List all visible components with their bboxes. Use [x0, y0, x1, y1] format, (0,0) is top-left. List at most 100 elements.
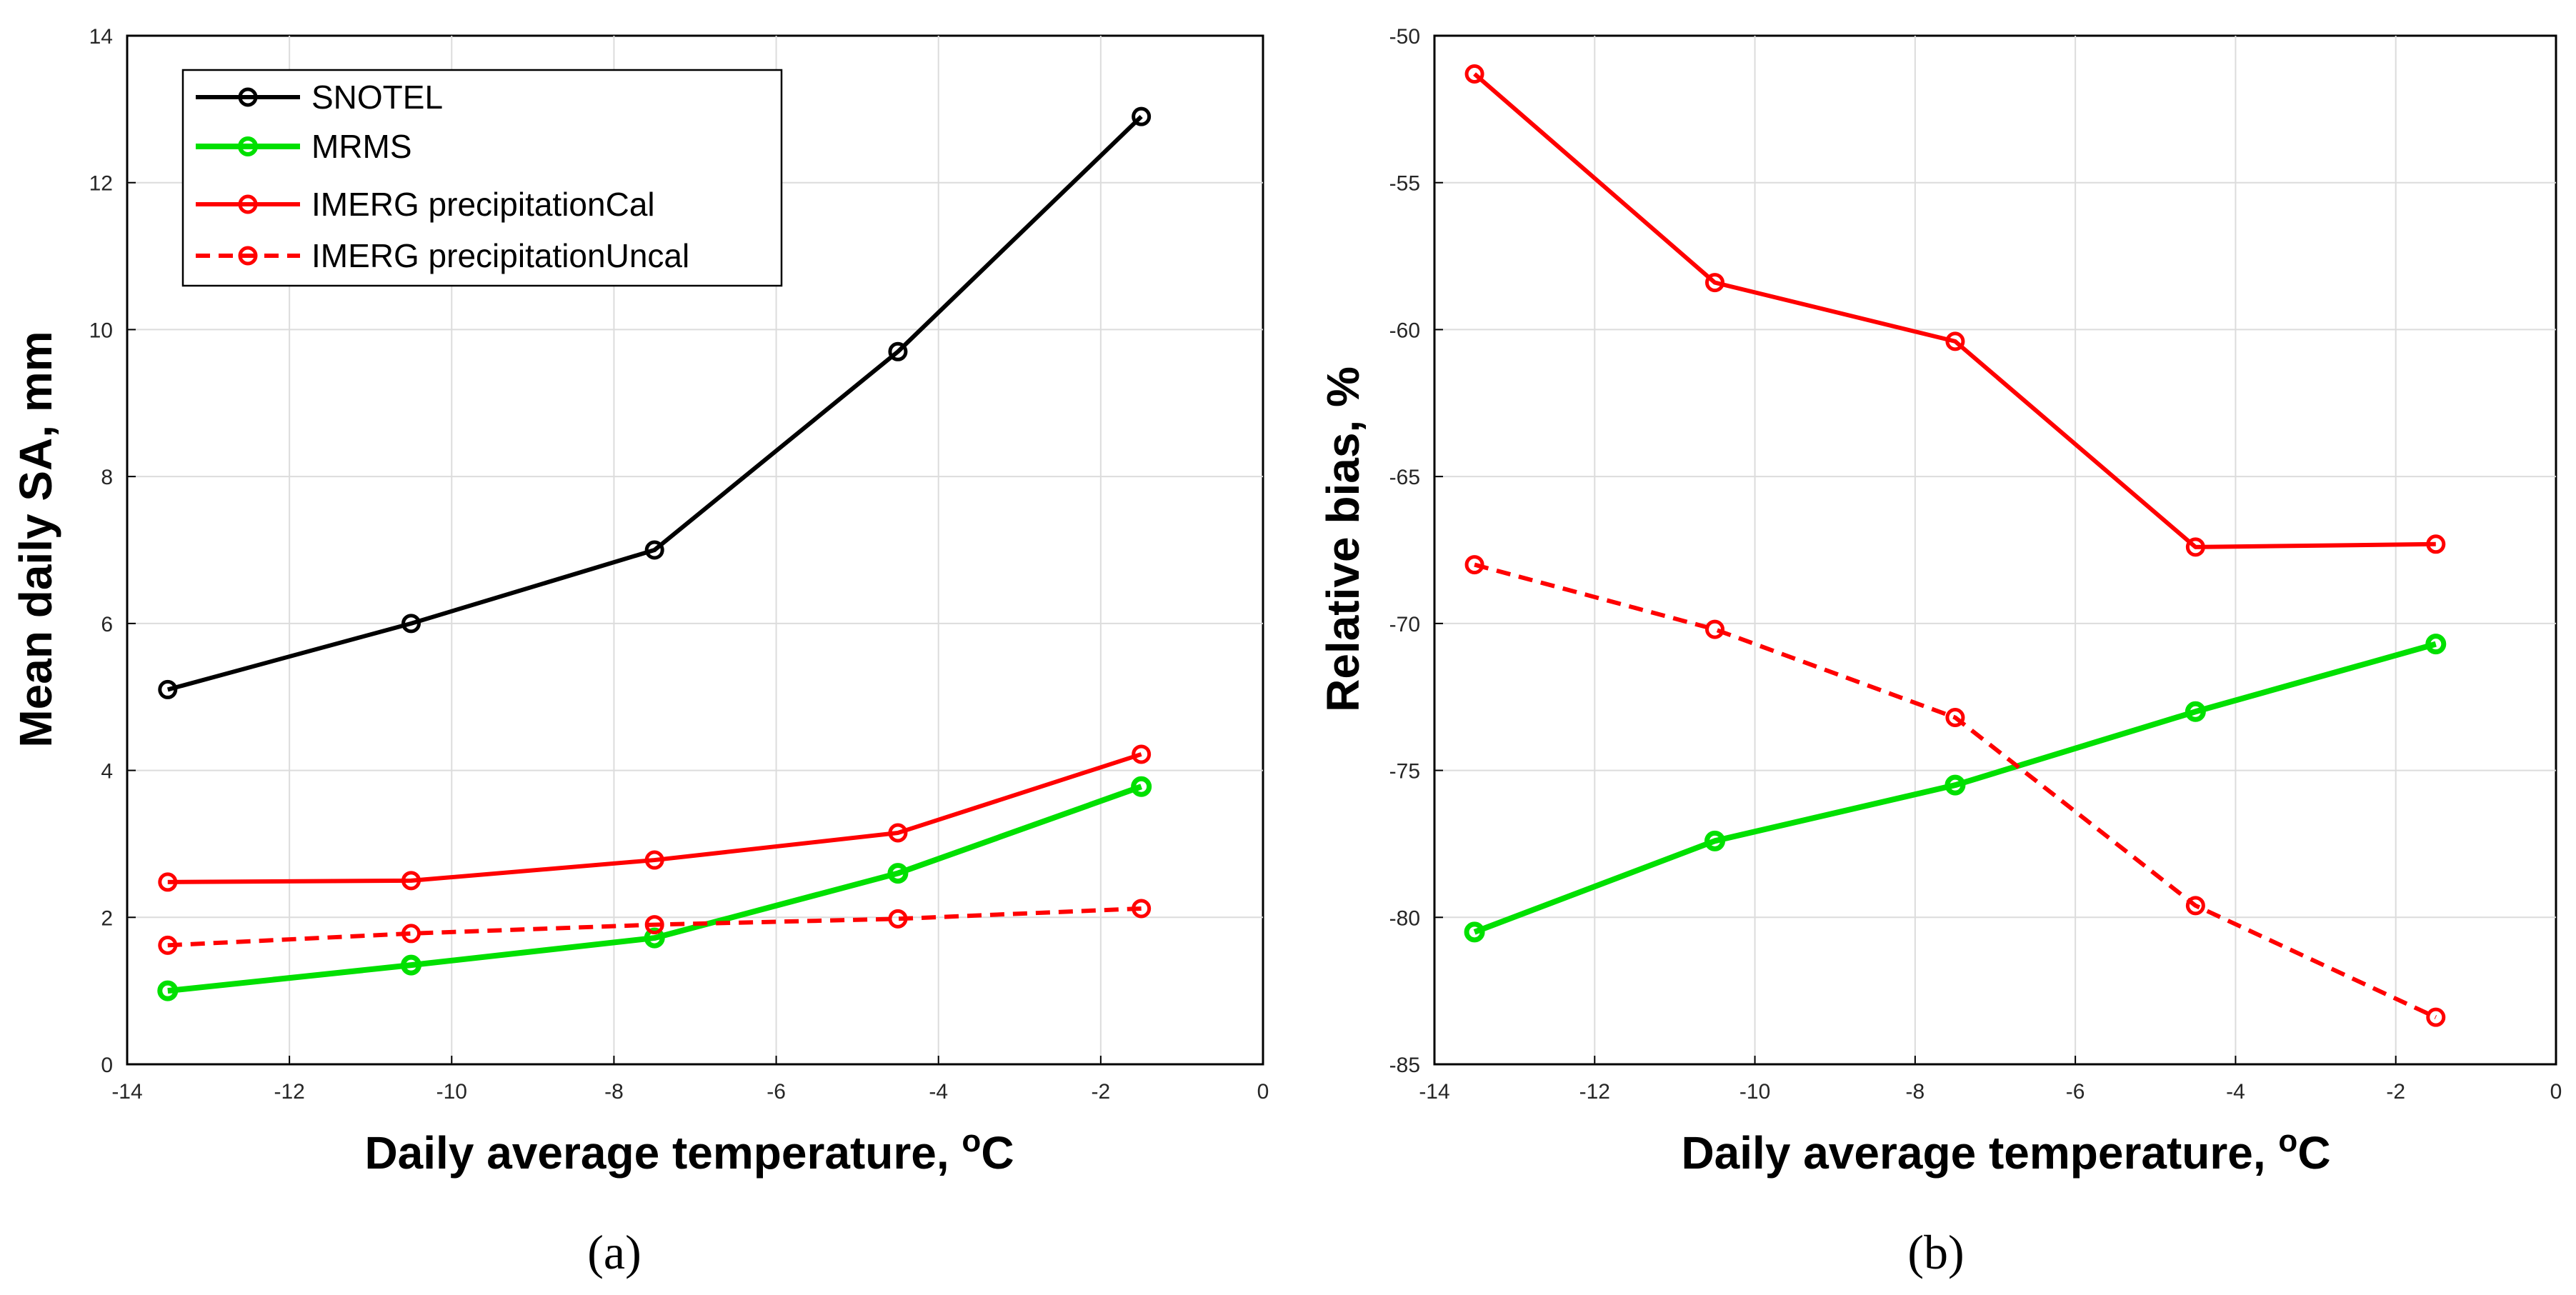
legend: SNOTEL MRMS IMERG precipitationCal IMERG… — [181, 69, 783, 287]
legend-label-imerg-cal: IMERG precipitationCal — [311, 186, 655, 223]
panel-b-chart: -14 -12 -10 -8 -6 -4 -2 0 -85 -80 -75 -70 -65 -60 -55 -… — [1317, 25, 2562, 1279]
data-point-imerg-precipitationcal — [2185, 537, 2205, 557]
x-tick-label: -2 — [1092, 1080, 1111, 1104]
y-tick-label: 8 — [101, 466, 113, 489]
data-point-mrms — [1945, 774, 1966, 796]
data-point-snotel — [644, 540, 664, 560]
data-point-imerg-precipitationuncal — [1945, 708, 1965, 728]
gridlines-b — [1434, 35, 2557, 1065]
data-point-imerg-precipitationcal — [888, 823, 908, 843]
legend-entry-imerg-cal: IMERG precipitationCal — [196, 186, 655, 223]
data-point-imerg-precipitationuncal — [2185, 896, 2205, 916]
y-axis-title-a: Mean daily SA, mm — [10, 331, 61, 747]
data-point-mrms — [887, 863, 909, 884]
y-tick-label: 2 — [101, 906, 113, 930]
x-tick-label: -2 — [2386, 1080, 2405, 1104]
data-point-imerg-precipitationcal — [158, 872, 178, 892]
data-point-snotel — [1132, 106, 1152, 126]
tick-labels-a: -14 -12 -10 -8 -6 -4 -2 0 0 2 4 6 8 10 12 14 — [89, 25, 1269, 1104]
y-tick-label: 6 — [101, 613, 113, 636]
data-point-snotel — [888, 341, 908, 361]
y-tick-label: -75 — [1389, 760, 1420, 784]
series-line-mrms — [1473, 641, 2437, 935]
series-line-snotel — [166, 114, 1143, 692]
data-point-imerg-precipitationuncal — [888, 909, 908, 929]
data-point-mrms — [2425, 634, 2447, 655]
y-axis-title-b: Relative bias, % — [1317, 366, 1369, 712]
data-point-imerg-precipitationcal — [644, 850, 664, 870]
legend-label-mrms: MRMS — [311, 128, 412, 165]
y-tick-label: -80 — [1389, 906, 1420, 930]
x-tick-label: -14 — [111, 1080, 142, 1104]
x-axis-title-b: Daily average temperature, oC — [1681, 1124, 2330, 1179]
y-tick-label: -85 — [1389, 1054, 1420, 1077]
data-point-imerg-precipitationuncal — [2426, 1007, 2446, 1027]
legend-marker-snotel — [238, 87, 258, 107]
data-point-imerg-precipitationcal — [1132, 744, 1152, 764]
panel-label-b: (b) — [1907, 1225, 1964, 1279]
legend-marker-imerg-cal — [238, 194, 258, 214]
data-point-snotel — [158, 679, 178, 699]
data-point-imerg-precipitationuncal — [644, 915, 664, 935]
data-point-imerg-precipitationcal — [1464, 64, 1484, 84]
legend-box — [181, 69, 783, 287]
x-tick-label: 0 — [1257, 1080, 1269, 1104]
y-tick-label: 10 — [89, 319, 113, 342]
x-tick-label: -6 — [767, 1080, 786, 1104]
x-tick-label: -10 — [1739, 1080, 1770, 1104]
legend-marker-mrms — [238, 136, 258, 156]
series-group-a — [157, 106, 1152, 1001]
plot-frame-b — [1433, 34, 2557, 1066]
data-point-mrms — [2185, 701, 2206, 722]
legend-label-imerg-uncal: IMERG precipitationUncal — [311, 237, 689, 274]
data-point-imerg-precipitationuncal — [1464, 555, 1484, 575]
panel-a-chart: -14 -12 -10 -8 -6 -4 -2 0 0 2 4 6 8 10 12 14 Mean daily… — [10, 25, 1269, 1279]
x-tick-label: -12 — [1579, 1080, 1610, 1104]
y-tick-label: -65 — [1389, 466, 1420, 489]
data-point-snotel — [401, 614, 421, 634]
panel-label-a: (a) — [587, 1225, 641, 1279]
data-point-mrms — [157, 980, 179, 1001]
data-point-imerg-precipitationcal — [2426, 534, 2446, 554]
y-tick-label: -50 — [1389, 25, 1420, 49]
y-tick-label: 0 — [101, 1054, 113, 1077]
y-tick-label: -70 — [1389, 613, 1420, 636]
data-point-mrms — [401, 954, 421, 976]
legend-entry-mrms: MRMS — [196, 128, 412, 165]
y-tick-label: -60 — [1389, 319, 1420, 342]
data-point-imerg-precipitationcal — [1945, 331, 1965, 351]
series-line-imerg-precipitationuncal — [1474, 562, 2437, 1019]
legend-entry-snotel: SNOTEL — [196, 79, 443, 116]
data-point-imerg-precipitationcal — [401, 871, 421, 891]
x-tick-label: 0 — [2550, 1080, 2562, 1104]
series-group-b — [1464, 64, 2447, 1027]
tick-labels-b: -14 -12 -10 -8 -6 -4 -2 0 -85 -80 -75 -70 -65 -60 -55 -… — [1389, 25, 2562, 1104]
x-tick-label: -6 — [2066, 1080, 2085, 1104]
series-line-imerg-precipitationcal — [167, 752, 1142, 884]
y-tick-label: 12 — [89, 172, 113, 196]
y-tick-label: 4 — [101, 760, 113, 784]
series-line-imerg-precipitationcal — [1473, 72, 2436, 549]
data-point-mrms — [1131, 776, 1152, 797]
data-point-mrms — [1464, 921, 1485, 943]
x-tick-label: -12 — [274, 1080, 304, 1104]
x-tick-label: -4 — [929, 1080, 948, 1104]
x-tick-label: -4 — [2226, 1080, 2245, 1104]
x-tick-label: -14 — [1419, 1080, 1449, 1104]
x-tick-label: -10 — [436, 1080, 467, 1104]
data-point-imerg-precipitationcal — [1705, 273, 1724, 293]
x-tick-label: -8 — [1906, 1080, 1925, 1104]
legend-entry-imerg-uncal: IMERG precipitationUncal — [196, 237, 689, 274]
x-axis-title-a: Daily average temperature, oC — [364, 1124, 1014, 1179]
data-point-imerg-precipitationuncal — [401, 924, 421, 944]
y-tick-label: -55 — [1389, 172, 1420, 196]
legend-label-snotel: SNOTEL — [311, 79, 443, 116]
series-line-mrms — [167, 784, 1142, 994]
data-point-mrms — [644, 927, 665, 949]
legend-marker-imerg-uncal — [238, 246, 258, 266]
y-tick-label: 14 — [89, 25, 113, 49]
data-point-imerg-precipitationuncal — [158, 935, 178, 955]
x-tick-label: -8 — [604, 1080, 624, 1104]
data-point-imerg-precipitationuncal — [1132, 899, 1152, 919]
